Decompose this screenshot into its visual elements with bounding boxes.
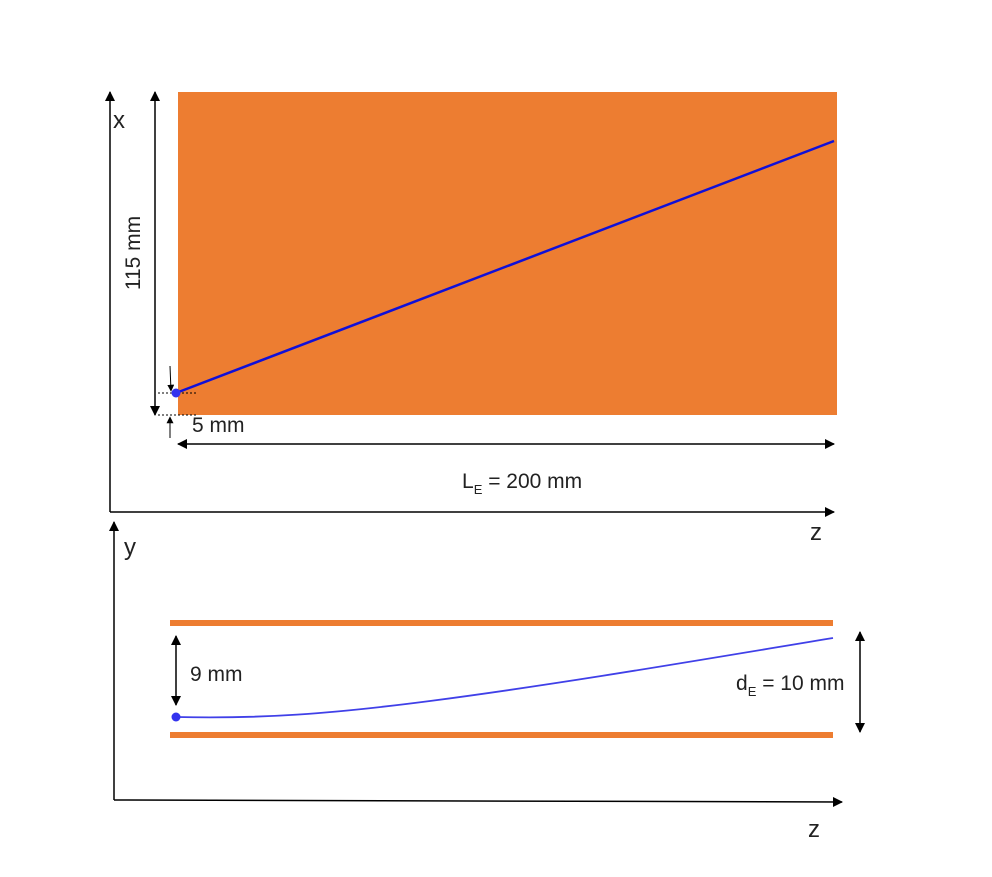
top-plate [178,92,837,415]
height-dimension-label: 115 mm [122,216,145,290]
side-view: y z 9 mm dE = 10 mm [109,521,865,843]
start-gap-label: 9 mm [190,663,243,686]
side-lower-plate [170,732,833,738]
side-start-dot [171,712,181,722]
side-z-axis-label: z [808,816,820,843]
top-view: x z 115 mm 5 mm LE = 200 mm [105,91,837,546]
top-x-axis-label: x [113,107,125,134]
offset-label: 5 mm [192,414,245,437]
offset-arrow-upper [167,365,175,392]
top-start-dot [171,388,181,398]
side-trajectory-curve [175,637,834,719]
side-z-axis [113,796,843,807]
side-y-axis-label: y [124,534,136,561]
top-trajectory-line [175,139,835,395]
gap-dimension-label: dE = 10 mm [736,672,844,699]
top-z-axis-label: z [810,519,822,546]
length-dimension-label: LE = 200 mm [462,470,582,497]
side-upper-plate [170,620,833,626]
